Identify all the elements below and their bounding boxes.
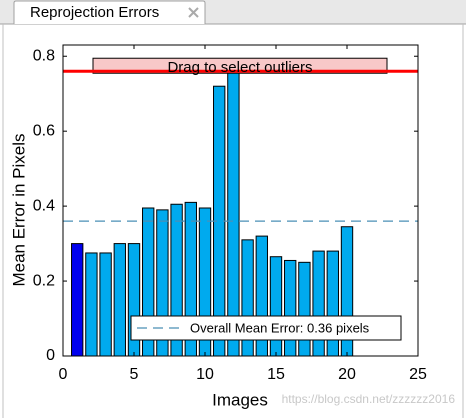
bar	[113, 243, 126, 357]
y-tick-label: 0.2	[33, 272, 55, 289]
bar	[71, 243, 84, 357]
threshold-label-box	[92, 57, 388, 74]
bar	[227, 70, 240, 357]
bar	[269, 256, 283, 357]
tab-title: Reprojection Errors	[30, 4, 159, 21]
y-tick-label: 0	[46, 347, 55, 364]
watermark: https://blog.csdn.net/zzzzzz2016	[282, 392, 456, 406]
axes-box	[62, 44, 419, 357]
bar	[99, 252, 112, 357]
plot: Drag to select outliers 0 0.2 0.4 0.6 0.8 0 5 10…	[33, 44, 427, 383]
x-axis-label: Images	[212, 390, 268, 409]
x-tick-label: 10	[196, 366, 214, 383]
tab[interactable]	[13, 0, 206, 24]
bar	[298, 261, 311, 357]
x-tick-label: 0	[59, 366, 68, 383]
x-tick-label: 15	[267, 366, 285, 383]
y-tick-label: 0.8	[33, 47, 55, 64]
x-tick-label: 25	[409, 366, 427, 383]
y-axis-label: Mean Error in Pixels	[9, 133, 28, 286]
threshold-label: Drag to select outliers	[167, 59, 312, 76]
y-tick-label: 0.6	[33, 122, 55, 139]
bar	[85, 252, 98, 357]
y-tick-label: 0.4	[33, 197, 55, 214]
legend-label: Overall Mean Error: 0.36 pixels	[190, 320, 370, 335]
x-tick-label: 20	[338, 366, 356, 383]
tab-close[interactable]	[188, 7, 199, 18]
bar	[284, 259, 297, 357]
x-tick-label: 5	[130, 366, 139, 383]
